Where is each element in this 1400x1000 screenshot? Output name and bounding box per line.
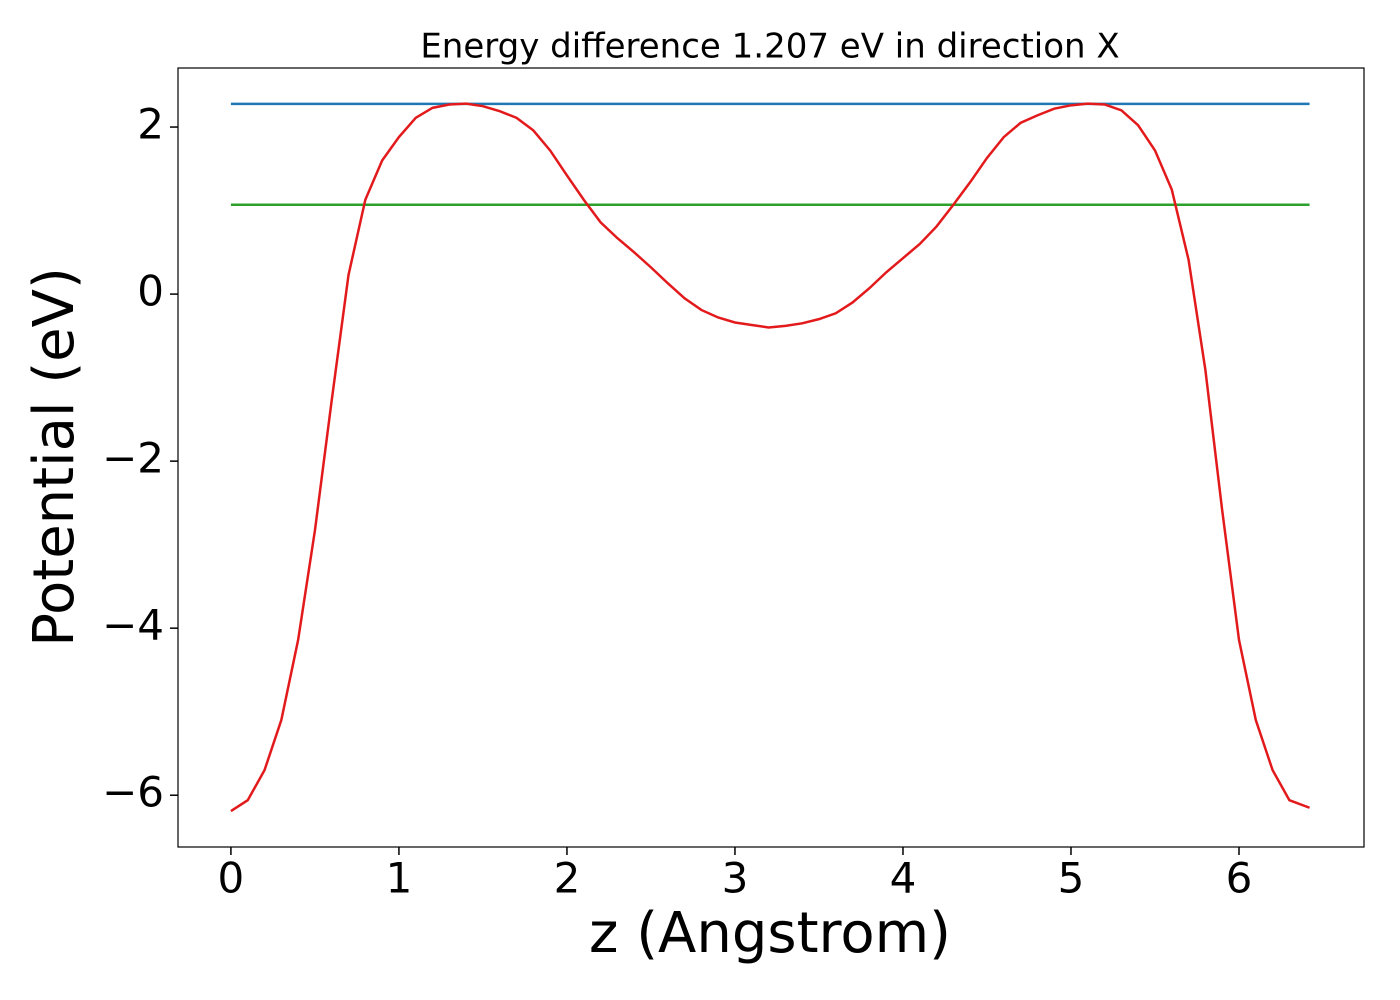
x-axis-label: z (Angstrom) <box>589 901 951 966</box>
x-tick-label: 5 <box>1058 854 1085 903</box>
y-axis-label: Potential (eV) <box>22 267 87 647</box>
x-tick-label: 4 <box>890 854 917 903</box>
y-tick-label: 0 <box>137 267 164 316</box>
x-tick-label: 6 <box>1226 854 1253 903</box>
x-tick-label: 0 <box>218 854 245 903</box>
x-tick-label: 2 <box>554 854 581 903</box>
x-tick-label: 1 <box>386 854 413 903</box>
y-tick-label: 2 <box>137 100 164 149</box>
x-tick-label: 3 <box>722 854 749 903</box>
plot-frame <box>177 67 1365 848</box>
y-tick-label: −2 <box>102 434 164 483</box>
line-series <box>230 102 1310 813</box>
y-tick-label: −4 <box>102 601 164 650</box>
y-tick-label: −6 <box>102 768 164 817</box>
chart-title: Energy difference 1.207 eV in direction … <box>420 27 1119 67</box>
